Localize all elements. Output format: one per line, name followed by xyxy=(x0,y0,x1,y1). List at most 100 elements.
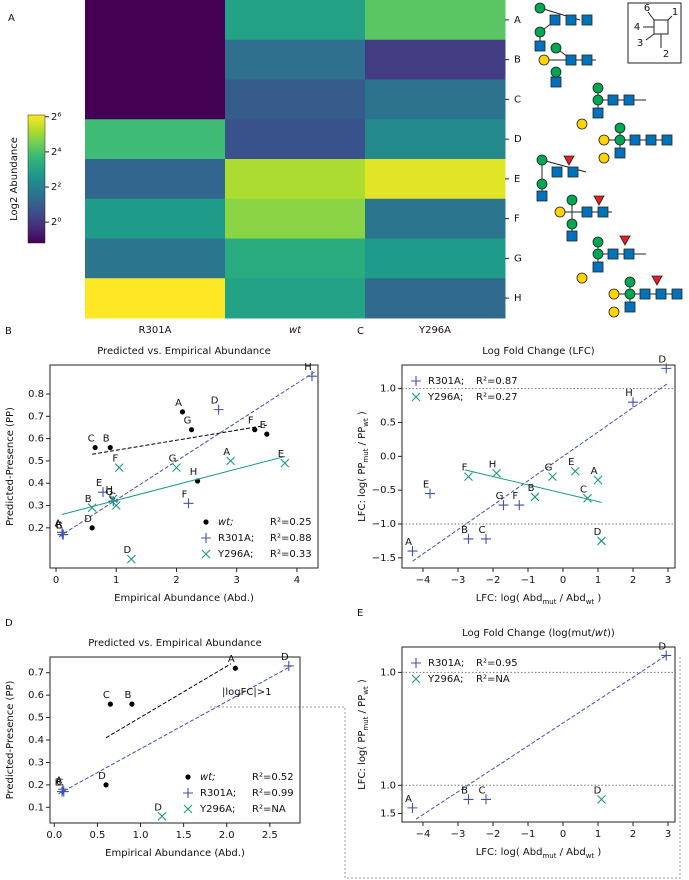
point xyxy=(407,802,418,813)
point xyxy=(463,533,474,544)
point-label: F xyxy=(462,463,468,474)
glycans xyxy=(534,2,683,318)
legend-label: R301A; xyxy=(218,533,254,544)
y-tick-label: 0.5 xyxy=(28,713,44,724)
x-tick-label: −3 xyxy=(451,829,466,840)
point-label: E xyxy=(278,449,284,460)
point-label: C xyxy=(88,434,95,445)
colorbar-tick-label: 2² xyxy=(51,182,61,193)
text-part: mut xyxy=(542,598,556,606)
fit-line xyxy=(58,665,292,795)
point xyxy=(597,795,606,804)
linkage-key xyxy=(627,2,682,64)
y-tick-label: 0.5 xyxy=(380,418,396,429)
text-part: ) xyxy=(594,593,601,604)
point xyxy=(157,811,167,821)
text-part: / PP xyxy=(357,427,368,449)
x-tick-label: 0.5 xyxy=(89,830,105,841)
text-part: wt xyxy=(362,686,370,695)
heatmap-cell xyxy=(225,0,366,41)
point-label: D xyxy=(84,514,92,525)
legend-label: Y296A; xyxy=(427,392,463,403)
point-label: A xyxy=(223,447,230,458)
column-label: Y296A xyxy=(418,325,451,336)
text-part: ) xyxy=(594,847,601,858)
point xyxy=(514,500,525,511)
point-label: B xyxy=(124,690,131,701)
legend-r2: R²=0.33 xyxy=(270,549,312,560)
legend-label: Y296A; xyxy=(427,674,463,685)
x-tick-label: 0.0 xyxy=(46,830,62,841)
fit-line xyxy=(415,655,667,820)
x-tick-label: −4 xyxy=(416,829,431,840)
point-label: D xyxy=(211,396,219,407)
key-label: 6 xyxy=(644,3,650,14)
heatmap-cell xyxy=(225,159,366,200)
point xyxy=(425,488,435,499)
point-label: G xyxy=(169,454,177,465)
y-tick-label: 1.0 xyxy=(380,384,396,395)
text-part: wt xyxy=(586,598,595,606)
panel-label: A xyxy=(8,13,15,24)
heatmap-cell xyxy=(85,0,226,41)
point xyxy=(530,492,540,502)
point-label: D xyxy=(154,802,162,813)
text-part: mut xyxy=(362,448,370,462)
y-tick-label: 0.4 xyxy=(28,478,44,489)
text-part: ) xyxy=(357,411,368,418)
point xyxy=(481,794,491,805)
point xyxy=(92,444,98,451)
point xyxy=(232,665,238,671)
point-label: A xyxy=(405,794,412,805)
chart-title: Log Fold Change (LFC) xyxy=(482,346,595,357)
point xyxy=(570,466,580,476)
heatmap-cell xyxy=(225,79,366,120)
y-tick-label: 0.2 xyxy=(28,780,44,791)
legend-r2: R²=0.52 xyxy=(252,772,294,783)
point xyxy=(129,701,135,707)
legend-marker xyxy=(183,804,193,814)
x-tick-label: 1 xyxy=(113,575,119,586)
legend-label: Y296A; xyxy=(217,549,253,560)
y-tick-label: 0.2 xyxy=(28,523,44,534)
point xyxy=(407,546,418,557)
point xyxy=(213,404,224,415)
point-label: B xyxy=(56,521,63,532)
point-label: C xyxy=(580,484,587,495)
chart-title: Predicted vs. Empirical Abundance xyxy=(97,346,271,357)
point xyxy=(57,529,68,540)
point xyxy=(172,463,181,473)
point-label: C xyxy=(103,690,110,701)
key-label: 4 xyxy=(634,22,640,33)
x-tick-label: 1 xyxy=(595,829,601,840)
point-label: A xyxy=(405,537,412,548)
point xyxy=(661,363,672,374)
heatmap-cell xyxy=(365,0,506,41)
y-tick-label: 0.6 xyxy=(28,434,44,445)
fit-line xyxy=(464,469,602,503)
legend-marker xyxy=(185,774,191,780)
key-label: 3 xyxy=(637,38,643,49)
column-label: wt xyxy=(289,325,302,336)
heatmap-cell xyxy=(85,39,226,80)
point xyxy=(114,463,124,473)
heatmap-cell xyxy=(365,278,506,319)
text-part: LFC: log( Abd xyxy=(476,593,543,604)
point-label: D xyxy=(658,354,666,365)
point xyxy=(280,458,290,468)
row-label: H xyxy=(514,293,522,304)
legend-marker xyxy=(201,549,211,559)
point xyxy=(464,472,473,482)
x-tick-label: −4 xyxy=(416,575,431,586)
text-part: LFC: log( PP xyxy=(357,731,368,790)
point-label: G xyxy=(105,487,113,498)
x-tick-label: −2 xyxy=(486,829,501,840)
point-label: A xyxy=(56,775,63,786)
point xyxy=(593,475,603,485)
point xyxy=(492,468,501,478)
point-label: F xyxy=(182,489,188,500)
heatmap-cell xyxy=(365,119,506,160)
y-tick-label: 0.3 xyxy=(28,501,44,512)
point xyxy=(628,397,638,408)
